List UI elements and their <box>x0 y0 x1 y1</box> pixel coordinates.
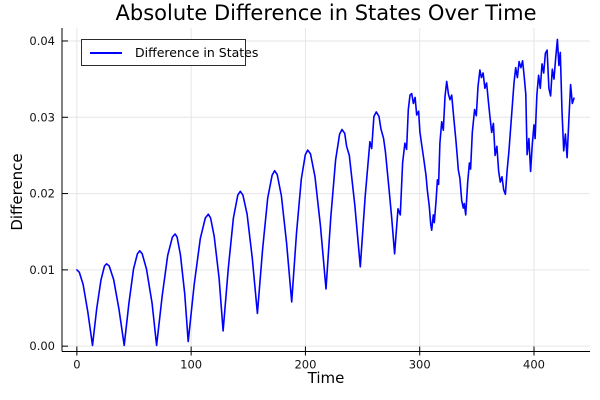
x-tick-label: 0 <box>73 358 80 372</box>
legend-line-sample <box>90 51 122 54</box>
y-tick-label: 0.01 <box>29 263 55 277</box>
y-tick-label: 0.02 <box>29 187 55 201</box>
chart-title: Absolute Difference in States Over Time <box>115 1 537 25</box>
y-tick-label: 0.00 <box>29 339 55 353</box>
legend: Difference in States <box>81 39 258 66</box>
legend-label: Difference in States <box>135 45 259 60</box>
y-tick-label: 0.04 <box>29 34 55 48</box>
y-tick-label: 0.03 <box>29 110 55 124</box>
x-tick-label: 100 <box>180 358 202 372</box>
x-tick-label: 300 <box>409 358 431 372</box>
data-line <box>76 38 575 347</box>
x-axis-label: Time <box>307 369 345 387</box>
x-tick-label: 400 <box>523 358 545 372</box>
x-tick-label: 200 <box>294 358 316 372</box>
